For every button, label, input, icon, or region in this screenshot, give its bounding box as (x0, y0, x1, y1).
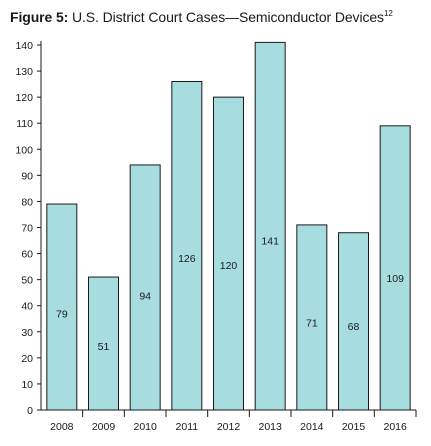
y-tick-label: 10 (21, 379, 33, 391)
data-label-2014: 71 (306, 318, 318, 330)
data-label-2015: 68 (348, 321, 360, 333)
title-text: U.S. District Court Cases—Semiconductor … (68, 9, 384, 25)
y-tick-label: 60 (21, 249, 33, 261)
y-tick-label: 110 (16, 118, 33, 130)
bar-2013 (254, 41, 286, 411)
x-tick-label: 2016 (383, 421, 407, 433)
y-tick-label: 120 (15, 92, 33, 104)
figure-number: Figure 5: (10, 9, 69, 25)
data-label-2016: 109 (386, 273, 404, 285)
chart-title: Figure 5: U.S. District Court Cases—Semi… (10, 9, 393, 25)
y-tick-label: 100 (15, 144, 33, 156)
x-tick-label: 2010 (133, 421, 157, 433)
y-tick-label: 90 (21, 170, 33, 182)
bar-2010 (129, 164, 161, 411)
x-tick-label: 2008 (50, 421, 74, 433)
data-label-2010: 94 (139, 291, 151, 303)
x-axis: 2008 2009 2010 2011 2012 2013 2014 2015 2016 (41, 409, 417, 433)
y-tick-label: 80 (21, 196, 33, 208)
bars (46, 41, 411, 411)
y-tick-label: 0 (27, 405, 33, 417)
bar-2011 (171, 81, 203, 411)
data-label-2013: 141 (261, 236, 279, 248)
footnote-marker: 12 (383, 9, 393, 18)
y-tick-label: 20 (21, 353, 33, 365)
x-tick-label: 2012 (217, 421, 241, 433)
y-axis: 0 10 20 30 40 50 60 70 80 90 100 110 120 130 140 (15, 40, 42, 417)
bar-2014 (296, 224, 328, 411)
y-tick-label: 40 (21, 301, 33, 313)
bar-2015 (338, 232, 369, 411)
data-labels: 79 51 94 126 120 141 71 68 109 (56, 236, 404, 354)
y-tick-label: 140 (15, 40, 33, 52)
bar-2008 (46, 203, 78, 411)
bar-2012 (213, 96, 244, 411)
x-tick-label: 2014 (300, 421, 324, 433)
x-tick-label: 2013 (258, 421, 282, 433)
bar-2009 (88, 276, 119, 411)
y-tick-label: 130 (15, 66, 33, 78)
data-label-2008: 79 (56, 308, 68, 320)
bar-2016 (379, 125, 411, 411)
y-tick-label: 50 (21, 275, 33, 287)
data-label-2012: 120 (220, 260, 238, 272)
data-label-2011: 126 (178, 253, 196, 265)
x-tick-label: 2009 (92, 421, 116, 433)
x-tick-label: 2011 (176, 421, 199, 433)
y-tick-label: 30 (21, 327, 33, 339)
x-tick-label: 2015 (342, 421, 366, 433)
data-label-2009: 51 (98, 341, 110, 353)
y-tick-label: 70 (21, 223, 33, 235)
